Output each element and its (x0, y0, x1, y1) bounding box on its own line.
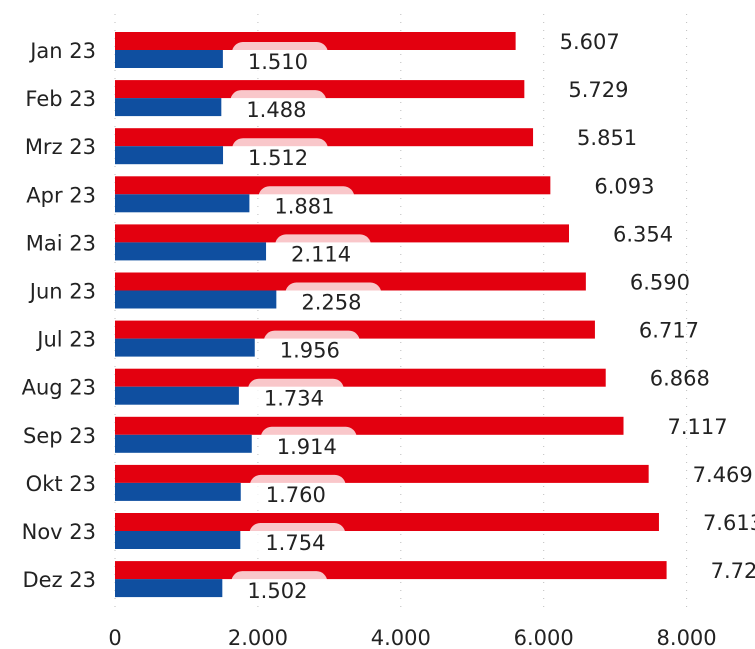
value-label-blue: 1.956 (280, 339, 340, 363)
bar-red (115, 80, 525, 99)
bar-red (115, 224, 569, 243)
x-tick-label: 6.000 (514, 626, 574, 649)
bar-blue (115, 482, 241, 501)
bar-blue (115, 194, 250, 213)
value-label-bg (247, 378, 344, 413)
category-label: Jun 23 (28, 280, 96, 304)
bar-blue (115, 338, 255, 357)
value-label-bg (249, 474, 346, 509)
bar-blue (115, 531, 241, 549)
value-label-bg (231, 571, 328, 606)
value-label-red: 7.720 (711, 559, 755, 583)
value-label-red: 5.851 (577, 126, 637, 150)
value-label-bg (260, 426, 357, 461)
value-label-bg (258, 186, 355, 221)
bar-blue (115, 242, 267, 261)
bar-red (115, 32, 516, 50)
bar-blue (115, 434, 252, 453)
value-label-bg (285, 282, 382, 317)
category-label: Sep 23 (23, 424, 96, 448)
category-label: Okt 23 (26, 472, 96, 496)
value-label-blue: 1.760 (266, 483, 326, 507)
value-label-red: 7.613 (703, 511, 755, 535)
bar-blue (115, 579, 223, 598)
value-label-bg (275, 234, 372, 269)
bar-red (115, 320, 595, 339)
value-label-blue: 1.754 (265, 531, 325, 555)
value-label-blue: 2.114 (291, 242, 351, 266)
value-label-red: 5.729 (568, 78, 628, 102)
category-label: Jan 23 (28, 39, 96, 63)
bar-red (115, 561, 667, 580)
x-tick-label: 8.000 (657, 626, 717, 649)
value-label-blue: 1.512 (248, 146, 308, 170)
value-label-red: 5.607 (560, 30, 620, 54)
value-label-bg (263, 330, 360, 365)
category-label: Feb 23 (25, 87, 96, 111)
bar-red (115, 464, 649, 483)
value-label-blue: 1.914 (277, 435, 337, 459)
value-label-blue: 1.488 (246, 98, 306, 122)
bar-red (115, 368, 606, 387)
category-label: Mrz 23 (25, 135, 96, 159)
value-label-red: 6.717 (639, 319, 699, 343)
bar-red (115, 513, 659, 531)
bar-red (115, 416, 624, 435)
x-tick-label: 4.000 (371, 626, 431, 649)
value-label-bg (249, 523, 346, 557)
value-label-blue: 1.502 (247, 579, 307, 603)
x-tick-label: 0 (108, 626, 121, 649)
bars: 5.607 1.510 5.729 1.488 5.851 1.512 6.093 1.881… (115, 30, 755, 606)
bar-red (115, 176, 551, 195)
value-label-red: 7.469 (693, 463, 753, 487)
value-label-bg (230, 90, 327, 125)
bar-blue (115, 146, 224, 165)
bar-blue (115, 98, 222, 117)
category-label: Nov 23 (22, 520, 96, 544)
category-label: Aug 23 (22, 376, 96, 400)
category-label: Jul 23 (35, 328, 96, 352)
value-label-blue: 1.510 (248, 50, 308, 74)
category-label: Dez 23 (22, 568, 96, 592)
value-label-blue: 2.258 (301, 291, 361, 315)
bar-red (115, 272, 586, 291)
value-label-red: 7.117 (668, 415, 728, 439)
x-axis-ticks: 0 2.000 4.000 6.000 8.000 (108, 626, 716, 649)
bar-red (115, 128, 534, 147)
value-label-red: 6.354 (613, 222, 673, 246)
value-label-red: 6.093 (594, 174, 654, 198)
value-label-red: 6.868 (650, 367, 710, 391)
value-label-blue: 1.734 (264, 387, 324, 411)
value-label-red: 6.590 (630, 271, 690, 295)
category-label: Mai 23 (26, 231, 96, 255)
value-label-bg (231, 42, 328, 76)
category-label: Apr 23 (26, 183, 96, 207)
value-label-bg (232, 138, 329, 173)
bar-blue (115, 290, 277, 309)
value-label-blue: 1.881 (274, 194, 334, 218)
x-tick-label: 2.000 (228, 626, 288, 649)
bar-blue (115, 386, 239, 405)
category-labels: Jan 23 Feb 23 Mrz 23 Apr 23 Mai 23 Jun 23 Jul … (22, 39, 96, 592)
bar-blue (115, 50, 223, 68)
